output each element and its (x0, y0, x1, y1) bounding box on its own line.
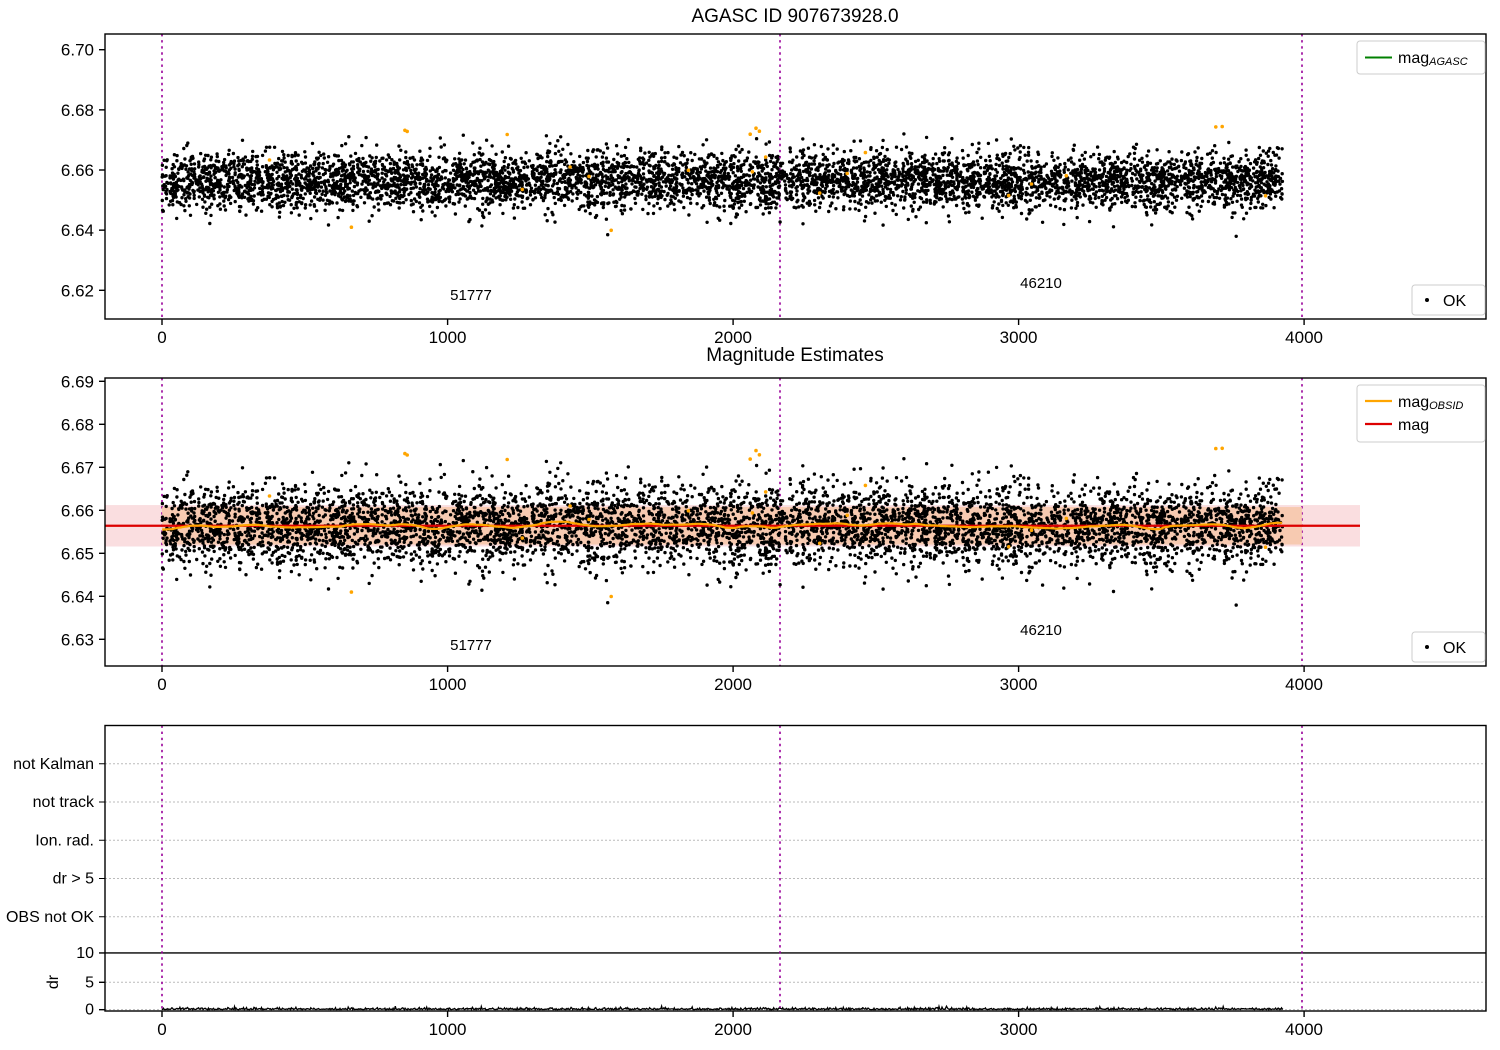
svg-text:dr > 5: dr > 5 (53, 871, 94, 888)
svg-text:4000: 4000 (1285, 1020, 1323, 1039)
svg-text:Ion. rad.: Ion. rad. (35, 832, 94, 849)
svg-text:6.64: 6.64 (61, 587, 94, 606)
svg-text:0: 0 (157, 1020, 166, 1039)
svg-text:6.68: 6.68 (61, 415, 94, 434)
svg-text:1000: 1000 (429, 675, 467, 694)
svg-text:OBS not OK: OBS not OK (6, 909, 94, 926)
svg-text:3000: 3000 (1000, 328, 1038, 347)
svg-text:6.63: 6.63 (61, 630, 94, 649)
svg-text:4000: 4000 (1285, 328, 1323, 347)
svg-text:3000: 3000 (1000, 675, 1038, 694)
svg-text:0: 0 (157, 675, 166, 694)
svg-text:51777: 51777 (450, 637, 492, 654)
svg-text:OK: OK (1443, 640, 1466, 657)
svg-text:dr: dr (45, 974, 62, 989)
svg-text:Magnitude Estimates: Magnitude Estimates (706, 345, 883, 366)
svg-text:mag: mag (1398, 417, 1429, 434)
svg-text:1000: 1000 (429, 1020, 467, 1039)
svg-text:6.66: 6.66 (61, 161, 94, 180)
svg-text:1000: 1000 (429, 328, 467, 347)
svg-text:5: 5 (85, 974, 94, 991)
svg-text:10: 10 (76, 945, 94, 962)
svg-text:46210: 46210 (1020, 622, 1062, 639)
svg-text:6.66: 6.66 (61, 501, 94, 520)
svg-text:46210: 46210 (1020, 275, 1062, 292)
svg-text:51777: 51777 (450, 287, 492, 304)
svg-text:not Kalman: not Kalman (13, 756, 94, 773)
svg-text:4000: 4000 (1285, 675, 1323, 694)
svg-text:3000: 3000 (1000, 1020, 1038, 1039)
svg-text:6.64: 6.64 (61, 221, 94, 240)
svg-text:not track: not track (33, 794, 95, 811)
svg-text:6.70: 6.70 (61, 41, 94, 60)
svg-text:6.68: 6.68 (61, 101, 94, 120)
svg-text:6.69: 6.69 (61, 372, 94, 391)
svg-text:2000: 2000 (714, 1020, 752, 1039)
svg-text:0: 0 (157, 328, 166, 347)
svg-text:OK: OK (1443, 293, 1466, 310)
svg-text:AGASC ID 907673928.0: AGASC ID 907673928.0 (691, 6, 898, 27)
svg-text:6.67: 6.67 (61, 458, 94, 477)
svg-text:6.62: 6.62 (61, 281, 94, 300)
svg-text:0: 0 (85, 1002, 94, 1019)
svg-text:6.65: 6.65 (61, 544, 94, 563)
svg-text:2000: 2000 (714, 675, 752, 694)
